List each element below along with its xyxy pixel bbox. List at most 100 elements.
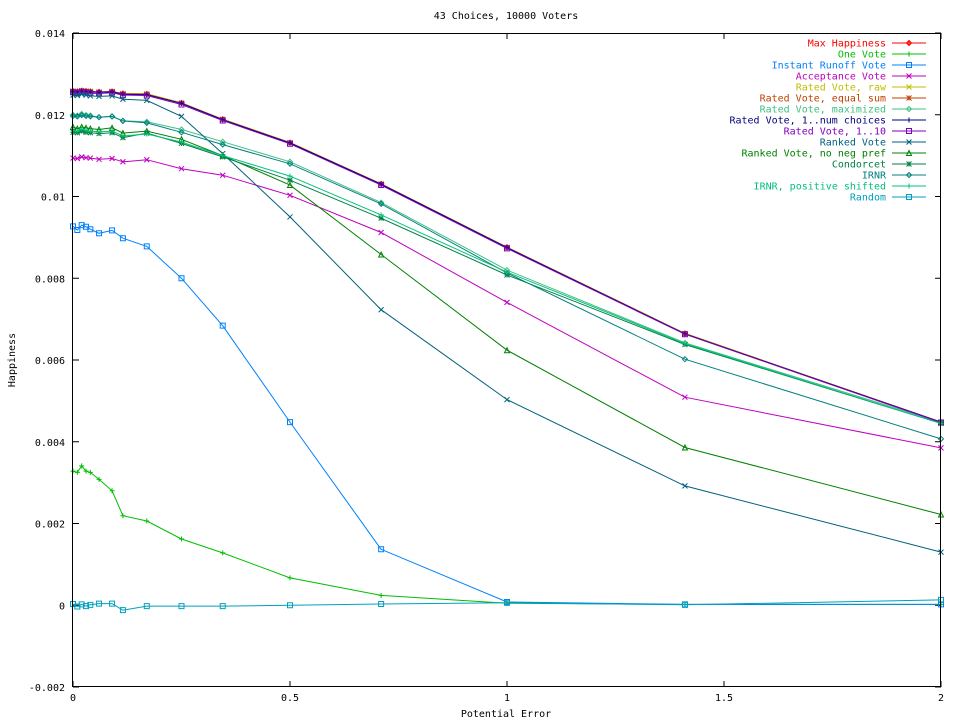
data-point bbox=[681, 601, 688, 608]
data-point bbox=[378, 546, 385, 553]
series-acceptance-vote bbox=[70, 153, 944, 451]
data-point bbox=[120, 96, 126, 103]
legend-marker bbox=[905, 149, 913, 156]
data-point bbox=[87, 113, 94, 120]
data-point bbox=[179, 536, 184, 542]
data-point bbox=[96, 230, 103, 237]
y-tick-label: 0.006 bbox=[35, 356, 65, 367]
x-tick-label: 1.5 bbox=[715, 693, 733, 704]
data-point bbox=[119, 607, 126, 614]
data-point bbox=[378, 215, 384, 222]
data-point bbox=[83, 92, 89, 98]
data-point bbox=[96, 476, 102, 482]
data-point bbox=[178, 129, 185, 136]
y-tick-label: 0.008 bbox=[35, 274, 65, 285]
data-point bbox=[378, 306, 384, 313]
data-point bbox=[286, 181, 294, 189]
data-point bbox=[219, 172, 226, 179]
data-point bbox=[378, 182, 385, 189]
legend-label: IRNR, positive shifted bbox=[754, 182, 886, 193]
data-point bbox=[681, 355, 689, 363]
series-line bbox=[72, 156, 942, 449]
data-point bbox=[78, 601, 85, 608]
data-point bbox=[74, 227, 81, 234]
series-irnr bbox=[69, 111, 945, 443]
data-point bbox=[120, 133, 126, 139]
y-tick-labels: -0.002 0 0.002 0.004 0.006 0.008 0.01 0.012 0.01… bbox=[29, 29, 65, 694]
data-point bbox=[83, 468, 89, 474]
data-point bbox=[504, 299, 510, 306]
legend-label: IRNR bbox=[862, 171, 887, 182]
data-point bbox=[287, 214, 293, 220]
data-point bbox=[74, 128, 80, 134]
data-point bbox=[78, 222, 85, 229]
legend-marker bbox=[906, 95, 912, 101]
data-point bbox=[109, 93, 115, 99]
data-point bbox=[120, 513, 126, 519]
data-point bbox=[119, 92, 126, 99]
data-point bbox=[119, 235, 126, 242]
legend-marker bbox=[905, 105, 913, 113]
y-tick-label: 0.01 bbox=[41, 193, 65, 204]
series-condorcet bbox=[70, 128, 944, 427]
data-point bbox=[109, 227, 116, 234]
data-point bbox=[178, 603, 185, 610]
series-line bbox=[72, 93, 942, 553]
data-point bbox=[87, 601, 94, 608]
data-point bbox=[74, 469, 80, 475]
data-point bbox=[287, 177, 293, 184]
series-line bbox=[72, 126, 942, 515]
series-instant-runoff-vote bbox=[70, 222, 944, 608]
data-point bbox=[109, 488, 115, 494]
series-line bbox=[72, 91, 942, 423]
legend-label: Random bbox=[850, 193, 886, 204]
data-point bbox=[144, 131, 150, 137]
data-point bbox=[87, 226, 94, 233]
legend-marker bbox=[906, 183, 912, 189]
data-point bbox=[378, 592, 384, 598]
data-point bbox=[682, 483, 688, 489]
y-tick-label: 0 bbox=[59, 601, 65, 612]
data-point bbox=[144, 518, 150, 524]
data-point bbox=[109, 600, 116, 607]
legend-label: One Vote bbox=[838, 50, 886, 61]
data-point bbox=[178, 275, 185, 282]
data-point bbox=[219, 141, 226, 148]
legend-label: Instant Runoff Vote bbox=[772, 61, 886, 72]
data-point bbox=[143, 119, 150, 127]
legend-marker bbox=[905, 171, 913, 179]
legend-marker bbox=[905, 39, 913, 47]
series-line bbox=[72, 128, 942, 424]
data-point bbox=[74, 155, 81, 162]
chart-title: 43 Choices, 10000 Voters bbox=[434, 11, 579, 22]
data-point bbox=[287, 602, 293, 609]
data-point bbox=[87, 93, 94, 99]
data-point bbox=[377, 250, 385, 258]
x-tick-label: 0 bbox=[70, 693, 76, 704]
data-point bbox=[682, 341, 688, 347]
data-point bbox=[82, 112, 90, 120]
data-point bbox=[287, 140, 293, 147]
data-point bbox=[74, 603, 81, 610]
series-rated-vote-1-10 bbox=[70, 88, 944, 426]
data-point bbox=[83, 223, 90, 230]
series-line bbox=[72, 90, 942, 423]
data-point bbox=[938, 596, 944, 603]
data-point bbox=[87, 469, 93, 475]
plot-frame bbox=[72, 33, 941, 687]
legend-marker bbox=[906, 62, 912, 68]
data-point bbox=[220, 550, 226, 556]
data-point bbox=[143, 118, 150, 125]
data-point bbox=[74, 92, 81, 99]
x-axis-label: Potential Error bbox=[461, 709, 551, 720]
data-point bbox=[938, 601, 944, 608]
data-point bbox=[120, 158, 126, 165]
data-point bbox=[178, 165, 185, 172]
data-point bbox=[87, 128, 93, 134]
data-point bbox=[96, 129, 102, 135]
legend-label: Rated Vote, maximized bbox=[760, 105, 886, 116]
legend-marker bbox=[906, 84, 912, 90]
series-line bbox=[72, 90, 942, 423]
